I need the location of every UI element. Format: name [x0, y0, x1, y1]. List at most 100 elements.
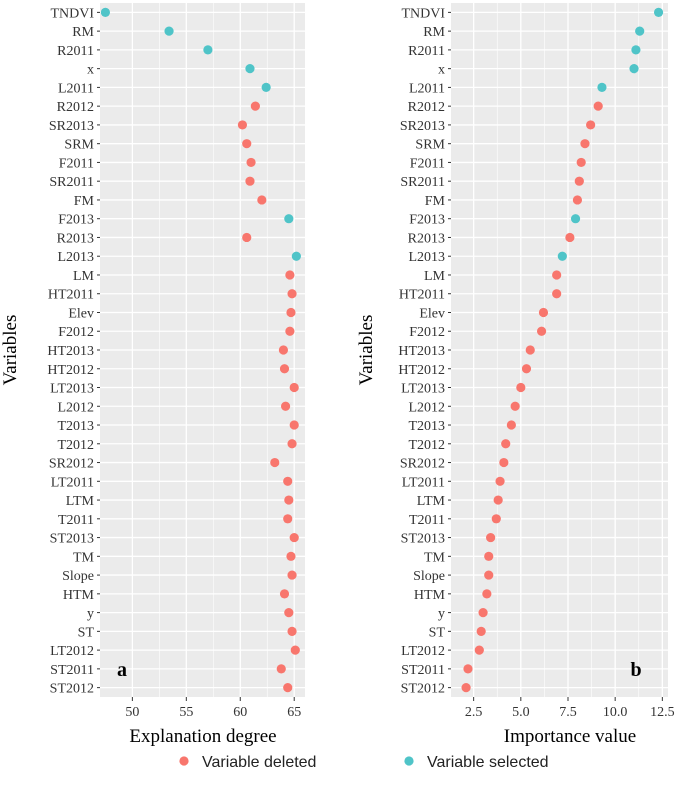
data-point-ltm: [493, 495, 503, 505]
y-tick-label: ST: [78, 625, 95, 640]
data-point-l2013: [291, 251, 301, 261]
y-tick-label: LTM: [66, 494, 95, 509]
y-tick-label: L2011: [409, 81, 445, 96]
data-point-f2011: [246, 157, 256, 168]
data-point-l2012: [280, 401, 291, 411]
y-tick-label: F2013: [58, 213, 94, 228]
y-tick-label: x: [438, 63, 445, 78]
data-point-tm: [484, 551, 494, 561]
y-tick-label: F2013: [409, 213, 445, 228]
data-point-st2011: [276, 664, 286, 674]
y-tick-label: Elev: [419, 306, 445, 321]
y-tick-label: HT2012: [47, 363, 94, 378]
data-point-ht2013: [278, 345, 289, 355]
y-tick-label: LM: [73, 269, 95, 284]
data-point-st: [287, 626, 297, 636]
y-tick-label: TNDVI: [401, 6, 445, 21]
y-tick-label: ST: [429, 625, 446, 640]
data-point-lt2012: [290, 645, 300, 655]
y-tick-label: R2012: [57, 100, 94, 115]
x-tick-label: 65: [287, 705, 301, 720]
x-tick-label: 10.0: [603, 705, 628, 720]
panel-label: a: [117, 659, 127, 681]
data-point-r2012: [250, 101, 260, 111]
y-tick-label: LT2011: [402, 475, 445, 490]
data-point-st2012: [461, 683, 471, 693]
data-point-srm: [580, 139, 590, 149]
y-tick-label: T2012: [57, 438, 94, 453]
data-point-t2011: [491, 514, 501, 524]
y-tick-label: FM: [425, 194, 446, 209]
y-tick-label: SRM: [415, 138, 445, 153]
data-point-t2012: [287, 439, 297, 449]
data-point-elev: [538, 307, 549, 318]
y-tick-label: ST2013: [401, 532, 445, 547]
y-tick-label: R2013: [408, 231, 445, 246]
y-tick-label: F2012: [58, 325, 94, 340]
y-tick-label: LT2013: [50, 382, 94, 397]
y-tick-label: HT2011: [399, 288, 445, 303]
y-tick-label: y: [438, 607, 445, 622]
x-tick-label: 50: [125, 705, 139, 720]
y-tick-label: HT2013: [398, 344, 445, 359]
y-tick-label: F2011: [410, 156, 445, 171]
data-point-htm: [482, 589, 492, 599]
data-point-sr2012: [270, 457, 280, 468]
y-tick-label: SR2011: [400, 175, 445, 190]
data-point-lt2011: [495, 476, 505, 486]
data-point-t2012: [501, 439, 511, 449]
y-tick-label: L2012: [408, 400, 445, 415]
y-tick-label: F2012: [409, 325, 445, 340]
data-point-t2013: [289, 420, 299, 430]
y-tick-label: SR2011: [49, 175, 94, 190]
data-point-htm: [279, 589, 290, 599]
y-tick-label: HT2011: [48, 288, 94, 303]
data-point-r2011: [203, 45, 213, 55]
y-tick-label: T2013: [408, 419, 445, 434]
data-point-l2011: [597, 82, 607, 93]
data-point-f2011: [576, 157, 586, 168]
data-point-sr2011: [245, 176, 255, 186]
data-point-fm: [257, 195, 267, 205]
data-point-st2012: [283, 683, 293, 693]
data-point-r2013: [242, 232, 252, 243]
y-tick-label: L2012: [57, 400, 94, 415]
data-point-tndvi: [653, 7, 664, 17]
data-point-f2013: [284, 214, 294, 224]
data-point-lt2013: [289, 382, 299, 393]
y-tick-label: RM: [423, 25, 445, 40]
y-tick-label: HTM: [63, 588, 95, 603]
y-tick-label: Slope: [413, 569, 445, 584]
y-tick-label: ST2011: [401, 663, 445, 678]
panel-a: TNDVI RM R2011 x L2011 R2012 SR2013 SRM F2011 SR2…: [0, 3, 305, 747]
panel-b: TNDVI RM R2011 x L2011 R2012 SR2013 SRM F2011 SR2…: [356, 3, 675, 747]
y-tick-label: FM: [74, 194, 95, 209]
y-tick-label: LT2013: [401, 382, 445, 397]
y-tick-label: LT2012: [50, 644, 94, 659]
y-tick-label: F2011: [59, 156, 94, 171]
y-tick-label: SR2012: [400, 457, 445, 472]
x-axis-title: Explanation degree: [129, 726, 276, 747]
data-point-t2011: [283, 514, 293, 524]
y-tick-label: T2011: [58, 513, 94, 528]
y-tick-label: LT2012: [401, 644, 445, 659]
data-point-sr2013: [586, 120, 596, 130]
data-point-sr2013: [237, 120, 248, 130]
y-tick-label: R2011: [408, 44, 445, 59]
y-tick-label: TNDVI: [50, 6, 94, 21]
data-point-rm: [635, 26, 645, 36]
x-tick-label: 55: [179, 705, 193, 720]
data-point-tndvi: [100, 7, 110, 17]
legend-swatch-deleted: [179, 756, 189, 766]
legend-swatch-selected: [404, 756, 414, 766]
data-point-x: [629, 64, 639, 74]
y-tick-label: R2011: [57, 44, 94, 59]
data-point-x: [245, 64, 255, 74]
y-tick-label: HTM: [414, 588, 446, 603]
data-point-l2013: [557, 251, 567, 261]
y-tick-label: T2013: [57, 419, 94, 434]
y-tick-label: L2011: [58, 81, 94, 96]
y-tick-label: L2013: [57, 250, 94, 265]
data-point-r2011: [631, 45, 641, 55]
